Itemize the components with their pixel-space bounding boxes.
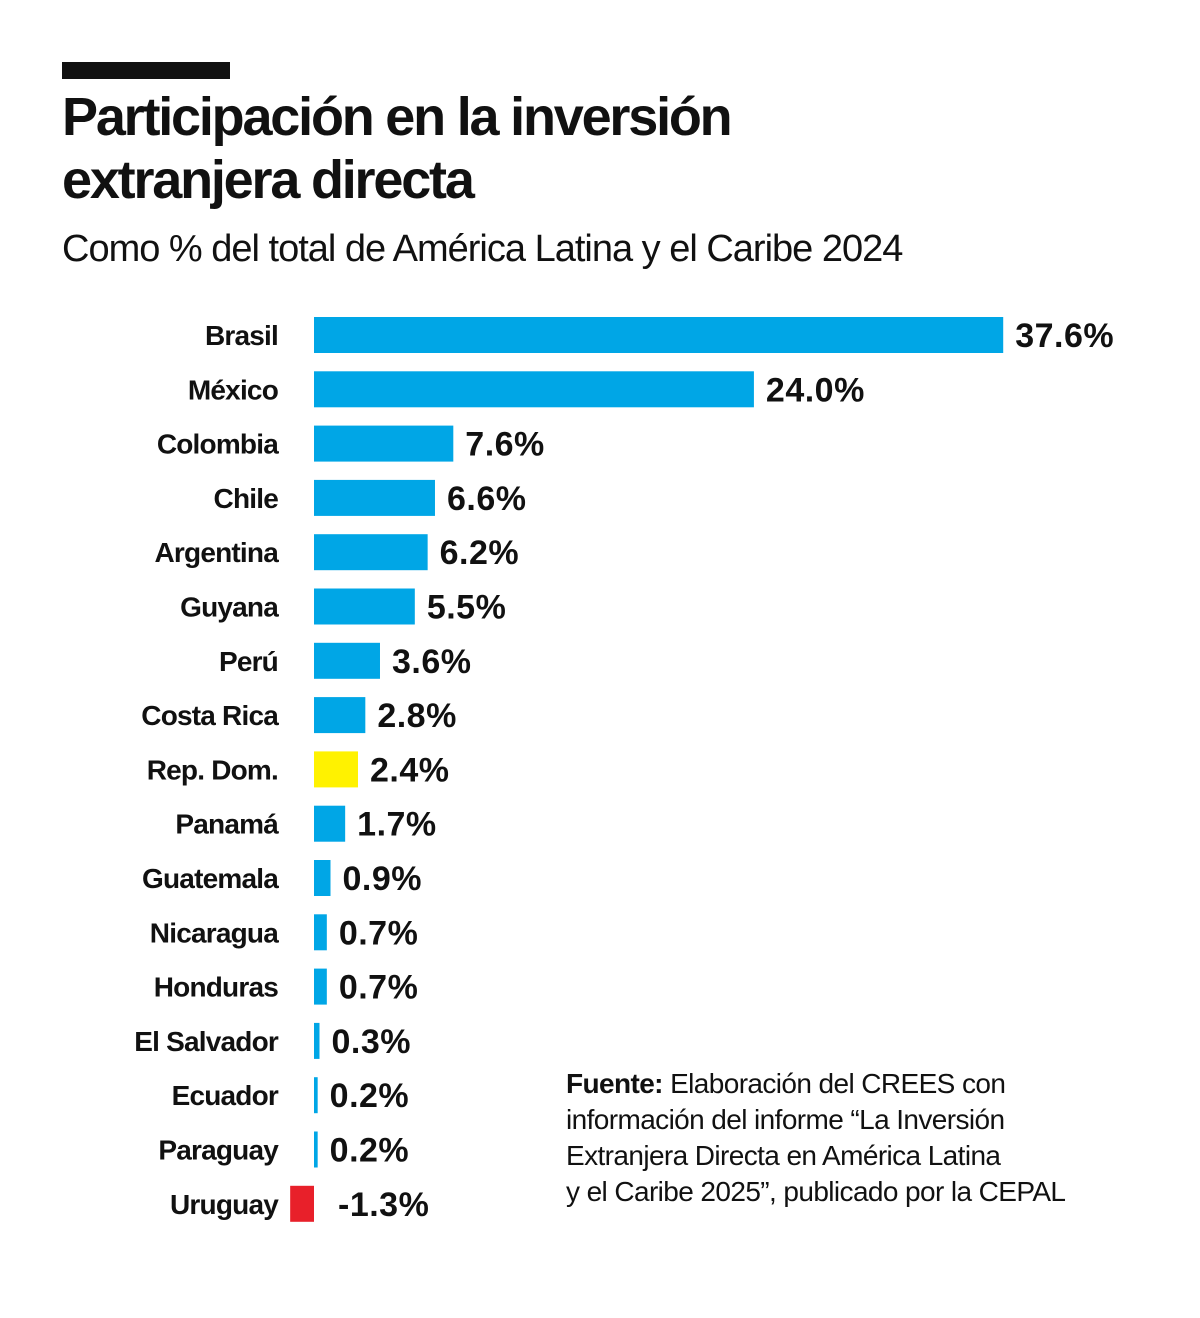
value-label-paraguay: 0.2% — [330, 1132, 410, 1170]
bar-panama — [314, 805, 346, 842]
category-label-ecuador: Ecuador — [172, 1080, 279, 1111]
bar-guyana — [314, 588, 415, 625]
category-label-el-salvador: El Salvador — [134, 1026, 279, 1057]
bar-argentina — [314, 534, 428, 571]
value-label-honduras: 0.7% — [339, 969, 419, 1007]
value-label-nicaragua: 0.7% — [339, 914, 419, 952]
source-note: Fuente: Elaboración del CREES con inform… — [566, 1066, 1166, 1210]
bar-honduras — [314, 968, 327, 1005]
bar-chile — [314, 479, 435, 516]
category-label-rep-dom: Rep. Dom. — [147, 754, 278, 785]
value-label-uruguay: -1.3% — [338, 1186, 429, 1224]
source-line-2: información del informe “La Inversión — [566, 1104, 1005, 1135]
value-label-colombia: 7.6% — [465, 426, 544, 464]
value-label-brasil: 37.6% — [1015, 317, 1114, 355]
category-label-peru: Perú — [219, 646, 278, 677]
source-line-4: y el Caribe 2025”, publicado por la CEPA… — [566, 1176, 1066, 1207]
value-label-el-salvador: 0.3% — [331, 1023, 411, 1061]
value-label-chile: 6.6% — [447, 480, 527, 518]
value-label-rep-dom: 2.4% — [370, 751, 450, 789]
bar-paraguay — [314, 1131, 318, 1168]
source-line-1: Fuente: Elaboración del CREES con — [566, 1066, 1166, 1102]
bar-ecuador — [314, 1077, 318, 1114]
category-label-costa-rica: Costa Rica — [141, 700, 279, 731]
category-label-colombia: Colombia — [157, 429, 279, 460]
category-label-honduras: Honduras — [154, 972, 279, 1003]
value-label-costa-rica: 2.8% — [377, 697, 457, 735]
title-accent-rule — [62, 62, 230, 79]
chart-title-line1: Participación en la inversión — [62, 87, 733, 147]
bar-peru — [314, 642, 380, 679]
bar-uruguay — [290, 1185, 314, 1222]
source-line-3: Extranjera Directa en América Latina — [566, 1140, 1001, 1171]
value-label-guyana: 5.5% — [427, 589, 507, 627]
source-text-1: Elaboración del CREES con — [670, 1068, 1006, 1099]
value-label-peru: 3.6% — [392, 643, 472, 681]
bar-colombia — [314, 425, 454, 462]
category-label-paraguay: Paraguay — [158, 1135, 279, 1166]
category-label-brasil: Brasil — [205, 320, 278, 351]
bar-guatemala — [314, 860, 331, 896]
category-label-argentina: Argentina — [155, 537, 280, 568]
value-label-panama: 1.7% — [357, 806, 437, 844]
category-label-nicaragua: Nicaragua — [150, 917, 279, 948]
category-label-chile: Chile — [214, 483, 279, 514]
category-label-guatemala: Guatemala — [142, 863, 279, 894]
category-label-uruguay: Uruguay — [170, 1189, 279, 1220]
chart-title-line2: extranjera directa — [62, 150, 475, 210]
category-label-guyana: Guyana — [180, 592, 279, 623]
bar-costa-rica — [314, 697, 366, 734]
bar-nicaragua — [314, 914, 327, 951]
value-label-guatemala: 0.9% — [342, 860, 422, 898]
source-label: Fuente: — [566, 1068, 664, 1099]
bar-rep-dom — [314, 751, 358, 788]
value-label-ecuador: 0.2% — [330, 1077, 410, 1115]
bar-brasil — [314, 317, 1004, 353]
chart-title: Participación en la inversión extranjera… — [62, 86, 1142, 212]
value-label-mexico: 24.0% — [766, 371, 865, 409]
category-label-panama: Panamá — [175, 809, 279, 840]
bar-mexico — [314, 371, 754, 408]
bar-el-salvador — [314, 1022, 320, 1059]
value-label-argentina: 6.2% — [440, 534, 520, 572]
chart-subtitle: Como % del total de América Latina y el … — [62, 228, 903, 270]
category-label-mexico: México — [188, 374, 279, 405]
